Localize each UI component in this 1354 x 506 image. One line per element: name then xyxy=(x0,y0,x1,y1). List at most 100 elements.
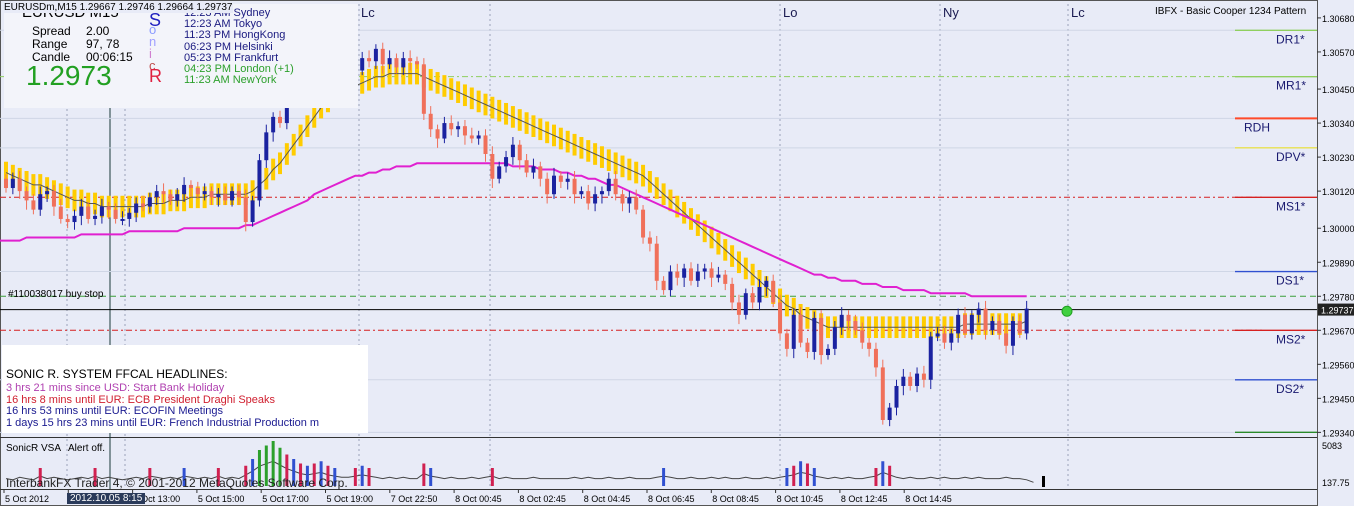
candle-body xyxy=(558,175,563,182)
clock-row: 11:23 AM NewYork xyxy=(184,74,277,87)
pivot-label: DR1* xyxy=(1276,32,1305,46)
candle-body xyxy=(367,58,372,62)
candle-body xyxy=(689,268,693,281)
candle-body xyxy=(230,191,235,201)
candle-body xyxy=(812,317,817,352)
candle-body xyxy=(908,376,913,386)
clock-row: 06:23 PM Helsinki xyxy=(184,40,273,53)
candle-body xyxy=(593,194,598,204)
y-tick-label: 1.29670 xyxy=(1322,326,1354,336)
buy-stop-label[interactable]: #110038017 buy stop xyxy=(8,289,104,300)
candle-body xyxy=(415,61,419,65)
y-tick-label: 1.29340 xyxy=(1322,428,1354,438)
candle-label: Candle xyxy=(32,50,71,64)
candle-timer: 00:06:15 xyxy=(86,50,133,64)
x-tick-label: 5 Oct 17:00 xyxy=(262,494,309,504)
candle-body xyxy=(168,194,173,201)
session-label: Lc xyxy=(361,5,375,20)
candle-body xyxy=(969,314,974,334)
candle-body xyxy=(469,135,474,139)
candle-body xyxy=(997,321,1002,334)
candle-body xyxy=(599,191,604,195)
x-tick-label: 7 Oct 22:50 xyxy=(391,494,438,504)
clock-row: 04:23 PM London (+1) xyxy=(184,63,294,75)
sonic-letter: o xyxy=(149,22,157,37)
candle-body xyxy=(613,178,618,195)
sonic-letter: i xyxy=(149,46,152,61)
candle-body xyxy=(435,129,440,139)
candle-body xyxy=(250,200,255,223)
x-tick-label: 8 Oct 12:45 xyxy=(841,494,888,504)
candle-body xyxy=(387,58,392,65)
x-tick-label: 8 Oct 10:45 xyxy=(777,494,824,504)
clock-row: 11:23 PM HongKong xyxy=(184,29,286,42)
candle-body xyxy=(572,178,577,195)
candle-body xyxy=(819,317,824,356)
candle-body xyxy=(887,407,892,420)
candle-body xyxy=(99,206,104,216)
candle-body xyxy=(915,373,920,386)
spread-value: 2.00 xyxy=(86,24,110,38)
candle-body xyxy=(38,194,43,210)
candle-body xyxy=(442,123,447,139)
y-tick-label: 1.30000 xyxy=(1322,224,1354,234)
candle-body xyxy=(401,58,406,68)
candle-body xyxy=(867,342,872,349)
candle-body xyxy=(120,218,125,221)
candle-body xyxy=(990,321,995,331)
range-value: 97, 78 xyxy=(86,37,120,51)
candle-body xyxy=(278,116,282,124)
pivot-label: MS2* xyxy=(1276,332,1306,346)
indicator-title: IBFX - Basic Cooper 1234 Pattern xyxy=(1155,6,1307,17)
candle-body xyxy=(380,48,385,65)
candle-body xyxy=(161,191,166,195)
volume-bars xyxy=(5,441,1045,487)
candle-body xyxy=(360,58,365,71)
candle-body xyxy=(750,293,755,303)
candle-body xyxy=(545,178,550,195)
candle-body xyxy=(264,132,269,161)
candle-body xyxy=(723,274,728,284)
headline-item: 3 hrs 21 mins since USD: Start Bank Holi… xyxy=(6,382,225,394)
candle-body xyxy=(921,373,926,380)
candle-body xyxy=(449,123,454,130)
headlines-title: SONIC R. SYSTEM FFCAL HEADLINES: xyxy=(6,367,228,381)
x-tick-label: 5 Oct 19:00 xyxy=(327,494,374,504)
candle-body xyxy=(243,197,248,223)
candle-body xyxy=(949,333,954,343)
candle-body xyxy=(798,314,803,343)
slow-ma-line xyxy=(0,162,1027,298)
candle-body xyxy=(24,191,29,201)
y-tick-label: 1.30340 xyxy=(1322,119,1354,129)
candle-body xyxy=(428,113,433,130)
candle-body xyxy=(627,197,632,204)
candle-body xyxy=(805,342,810,352)
candle-body xyxy=(408,58,413,62)
candle-body xyxy=(853,321,858,331)
candle-body xyxy=(579,191,584,195)
candle-body xyxy=(846,314,851,322)
price-alert-dot[interactable] xyxy=(1061,305,1073,317)
candle-body xyxy=(832,327,837,349)
candle-body xyxy=(901,376,906,386)
candle-body xyxy=(784,333,789,349)
candle-body xyxy=(195,188,200,195)
candle-body xyxy=(661,280,666,291)
candle-body xyxy=(880,367,885,420)
candle-body xyxy=(716,274,721,278)
candle-body xyxy=(586,191,591,204)
candle-body xyxy=(538,166,543,179)
candle-body xyxy=(202,191,207,195)
y-tick-label: 1.29890 xyxy=(1322,258,1354,268)
candle-body xyxy=(682,268,687,278)
candle-body xyxy=(483,135,488,155)
cursor-time: 2012.10.05 8:15 xyxy=(67,493,146,504)
x-tick-label: 8 Oct 06:45 xyxy=(648,494,695,504)
candle-body xyxy=(668,271,673,291)
sonic-letter: R xyxy=(149,66,162,86)
pivot-label: MR1* xyxy=(1276,79,1306,93)
slow-ma xyxy=(0,162,1027,298)
x-tick-label: 8 Oct 08:45 xyxy=(712,494,759,504)
volume-current-bar xyxy=(1042,476,1045,487)
candle-body xyxy=(791,314,796,349)
